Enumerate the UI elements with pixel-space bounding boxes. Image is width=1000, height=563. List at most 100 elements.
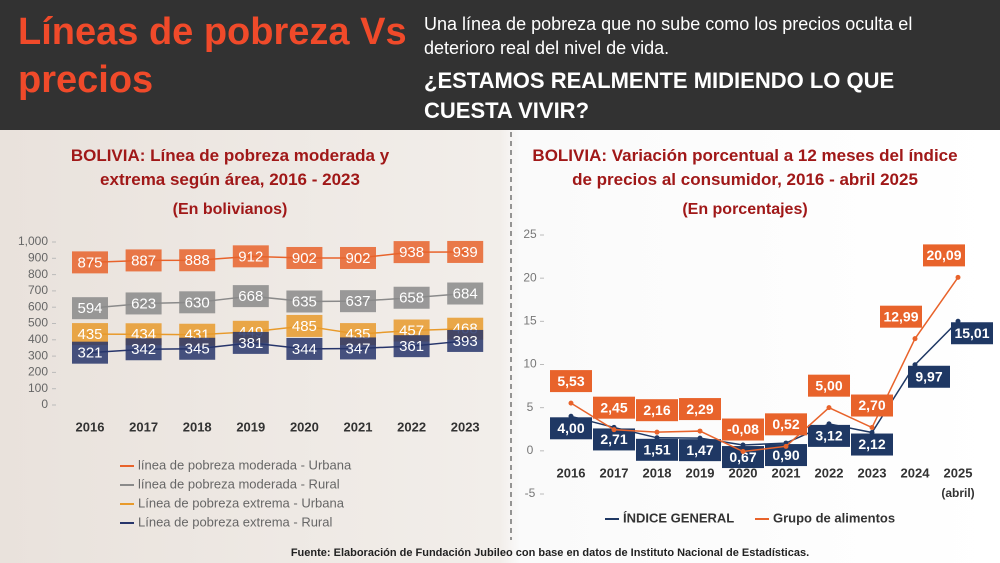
x-annotation: (abril): [941, 486, 974, 500]
data-label-box: [447, 329, 484, 352]
legend-label: Grupo de alimentos: [773, 510, 895, 525]
data-label: 344: [292, 341, 317, 358]
series-line: [570, 276, 959, 453]
data-label-box: [286, 337, 323, 360]
data-label-box: [765, 413, 807, 436]
data-label: 347: [345, 340, 370, 357]
data-label: 9,97: [915, 368, 942, 384]
data-label: 887: [131, 252, 156, 269]
data-label: 20,09: [926, 247, 961, 263]
header-text: Una línea de pobreza que no sube como lo…: [424, 14, 913, 58]
data-label-box: [679, 398, 721, 421]
legend-label: Línea de pobreza extrema - Rural: [138, 514, 332, 529]
x-tick-label: 2017: [600, 465, 629, 480]
series-line: [570, 320, 959, 446]
data-label-box: [72, 251, 108, 274]
data-label: 381: [238, 335, 263, 352]
data-label-box: [447, 240, 484, 263]
x-tick-label: 2022: [397, 419, 426, 434]
data-label-box: [447, 282, 484, 305]
legend-label: ÍNDICE GENERAL: [623, 510, 734, 525]
data-label-box: [125, 292, 162, 315]
x-tick-label: 2019: [236, 419, 265, 434]
x-tick-label: 2021: [772, 465, 801, 480]
header: Líneas de pobreza Vs precios Una línea d…: [0, 0, 1000, 130]
data-label: 1,51: [643, 442, 670, 458]
data-label-box: [550, 417, 592, 440]
source: Fuente: Elaboración de Fundación Jubileo…: [291, 547, 809, 559]
y-tick-label: 10: [523, 357, 537, 371]
data-label-box: [908, 365, 950, 388]
data-label: 637: [345, 293, 370, 310]
point: [740, 449, 746, 455]
data-label: 5,53: [557, 373, 584, 389]
y-tick-label: 5: [527, 400, 534, 414]
data-label: 658: [399, 290, 424, 307]
y-tick-label: 200: [28, 365, 48, 379]
data-label-box: [636, 438, 678, 461]
y-tick-label: 400: [28, 332, 48, 346]
data-label: 1,47: [686, 442, 713, 458]
data-label: 0,67: [729, 449, 756, 465]
data-label-box: [125, 249, 162, 272]
data-label-box: [179, 291, 216, 314]
y-tick-label: -5: [525, 486, 536, 500]
y-tick-label: 100: [28, 381, 48, 395]
y-tick-label: 1,000: [18, 234, 48, 248]
y-tick-label: 600: [28, 299, 48, 313]
data-label: 939: [453, 244, 478, 261]
data-label: 435: [77, 326, 102, 343]
y-tick-label: 15: [523, 314, 537, 328]
data-label-box: [340, 246, 376, 269]
legend-label: Línea de pobreza extrema - Urbana: [138, 495, 345, 510]
y-tick-label: 0: [527, 443, 534, 457]
data-label: 485: [292, 318, 317, 335]
x-tick-label: 2019: [686, 465, 715, 480]
x-tick-label: 2023: [858, 465, 887, 480]
data-label-box: [125, 338, 162, 361]
data-label: 5,00: [815, 377, 842, 393]
x-tick-label: 2018: [643, 465, 672, 480]
data-label-box: [808, 424, 850, 447]
data-label: 2,12: [858, 436, 885, 452]
data-label: 684: [453, 285, 478, 302]
data-label: 361: [399, 338, 424, 355]
data-label-box: [72, 341, 108, 364]
data-label: 2,45: [600, 399, 627, 415]
point: [611, 427, 617, 433]
data-label: 888: [185, 252, 210, 269]
data-label: 668: [238, 288, 263, 305]
x-tick-label: 2025: [944, 465, 973, 480]
y-tick-label: 800: [28, 267, 48, 281]
chart-title: BOLIVIA: Variación porcentual a 12 meses…: [532, 146, 957, 189]
data-label: 2,71: [600, 431, 627, 447]
data-label: 0,52: [772, 416, 799, 432]
data-label: 912: [238, 248, 263, 265]
data-label: 4,00: [557, 420, 584, 436]
chart-title: BOLIVIA: Línea de pobreza moderada y extr…: [71, 146, 390, 189]
chart-subtitle: (En porcentajes): [682, 201, 807, 218]
legend-label: línea de pobreza moderada - Urbana: [138, 457, 352, 472]
point: [654, 429, 660, 435]
y-tick-label: 25: [523, 227, 537, 241]
data-label-box: [393, 286, 430, 309]
chart-subtitle: (En bolivianos): [173, 201, 288, 218]
data-label-box: [765, 444, 807, 467]
data-label: 875: [77, 254, 102, 271]
data-label-box: [923, 244, 965, 267]
data-label: 345: [185, 341, 210, 358]
x-tick-label: 2021: [344, 419, 373, 434]
data-label-box: [179, 337, 216, 360]
data-label-box: [286, 290, 323, 313]
y-tick-label: 900: [28, 250, 48, 264]
data-label: 12,99: [883, 308, 918, 324]
data-label-box: [340, 290, 376, 313]
data-label-box: [550, 370, 592, 393]
data-label-box: [286, 246, 323, 269]
data-label: 2,29: [686, 401, 713, 417]
x-tick-label: 2018: [183, 419, 212, 434]
data-label-box: [851, 433, 893, 456]
data-label: 630: [185, 294, 210, 311]
y-tick-label: 20: [523, 270, 537, 284]
data-label-box: [393, 335, 430, 358]
